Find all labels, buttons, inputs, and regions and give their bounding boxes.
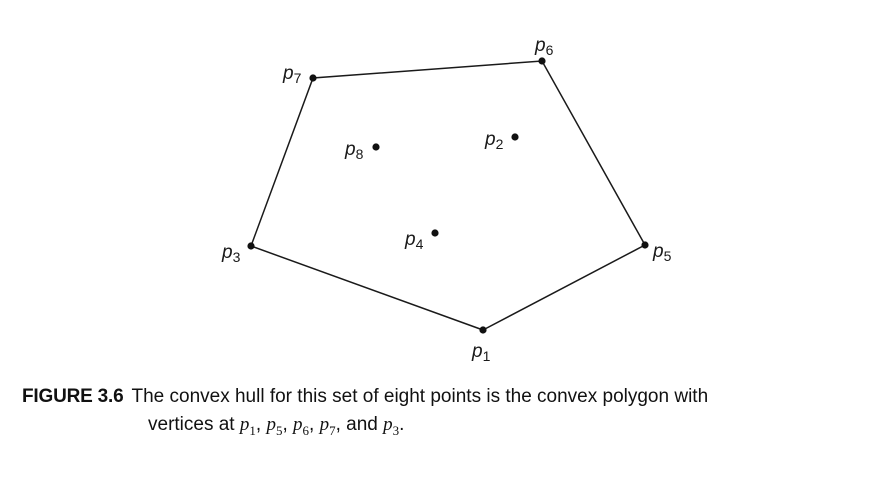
figure-caption: FIGURE 3.6 The convex hull for this set … bbox=[22, 383, 867, 445]
point-label-p5: p5 bbox=[652, 241, 672, 264]
point-p4 bbox=[431, 229, 439, 237]
point-subscript-p4: 4 bbox=[416, 236, 424, 252]
point-p3 bbox=[247, 242, 255, 250]
caption-vertex-p1: p1 bbox=[239, 414, 256, 438]
point-p7 bbox=[309, 74, 317, 82]
point-subscript-p2: 2 bbox=[496, 136, 504, 152]
figure-number: FIGURE 3.6 bbox=[22, 386, 124, 407]
point-p2 bbox=[511, 133, 519, 141]
point-subscript-p5: 5 bbox=[664, 248, 672, 264]
caption-vertex-p5: p5 bbox=[266, 414, 283, 438]
caption-vertex-p7: p7 bbox=[319, 414, 336, 438]
point-subscript-p1: 1 bbox=[483, 348, 491, 364]
point-label-p2: p2 bbox=[484, 129, 504, 152]
convex-hull-polygon bbox=[250, 60, 647, 331]
point-p8 bbox=[372, 143, 380, 151]
point-subscript-p3: 3 bbox=[233, 249, 241, 265]
caption-line-2: vertices at p1, p5, p6, p7, and p3. bbox=[148, 411, 867, 445]
point-p6 bbox=[538, 57, 546, 65]
point-p5 bbox=[641, 241, 649, 249]
point-label-p8: p8 bbox=[344, 139, 364, 162]
point-subscript-p6: 6 bbox=[546, 42, 554, 58]
point-label-p1: p1 bbox=[471, 341, 491, 364]
caption-vertex-p3: p3 bbox=[383, 414, 400, 438]
caption-vertex-p6: p6 bbox=[293, 414, 309, 438]
points-layer: p1 p2 p3 p4 p5 p6 p7 p8 bbox=[221, 35, 672, 364]
point-label-p6: p6 bbox=[534, 35, 554, 58]
point-label-p4: p4 bbox=[404, 229, 424, 252]
point-label-p3: p3 bbox=[221, 242, 241, 265]
caption-vertex-list: p1, p5, p6, p7, and p3. bbox=[239, 414, 405, 438]
point-label-p7: p7 bbox=[282, 63, 302, 86]
point-subscript-p7: 7 bbox=[294, 70, 302, 86]
point-subscript-p8: 8 bbox=[356, 146, 364, 162]
point-p1 bbox=[479, 326, 487, 334]
caption-text: The convex hull for this set of eight po… bbox=[131, 386, 709, 407]
caption-vertices-prefix: vertices at bbox=[148, 414, 235, 435]
